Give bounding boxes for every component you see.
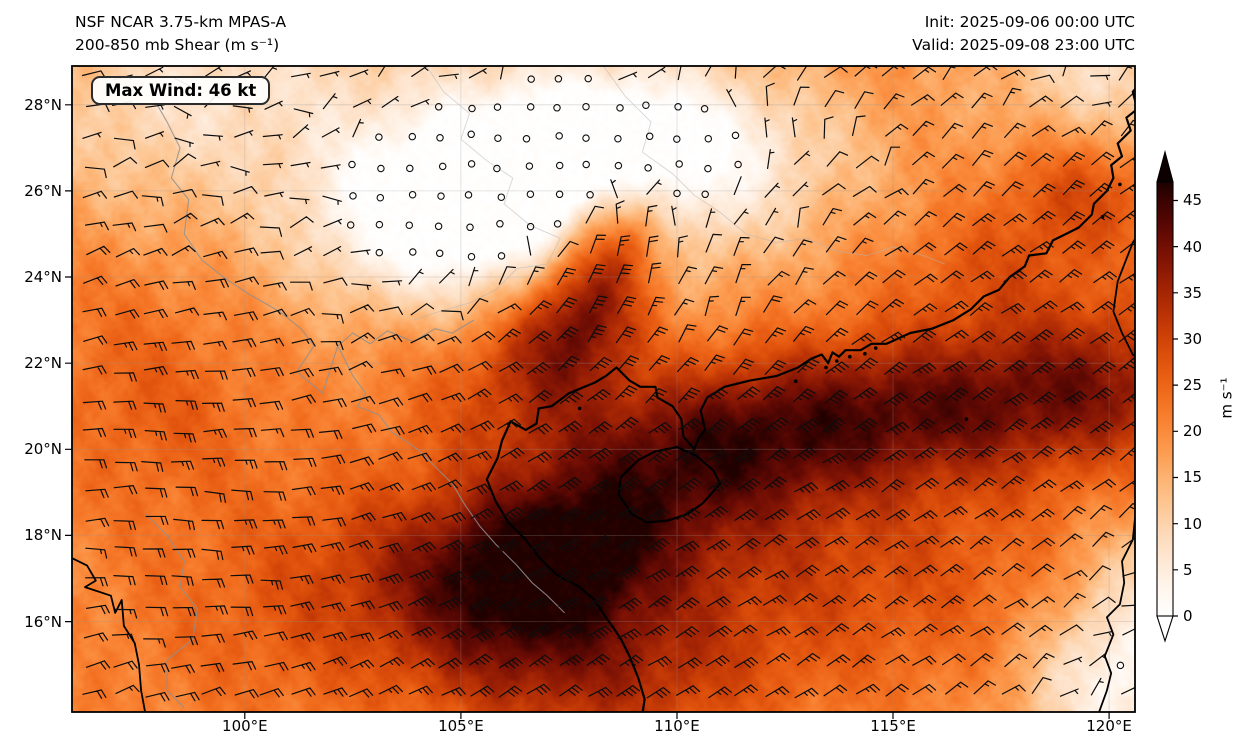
colorbar-tick-label: 20 xyxy=(1183,422,1203,441)
lat-tick-label: 18°N xyxy=(24,526,62,545)
colorbar-over-arrow xyxy=(1156,149,1174,183)
valid-time: Valid: 2025-09-08 23:00 UTC xyxy=(912,36,1135,54)
colorbar-tick-label: 25 xyxy=(1183,376,1203,395)
colorbar-tick-label: 5 xyxy=(1183,560,1193,579)
lat-tick-label: 16°N xyxy=(24,612,62,631)
colorbar-tick-label: 45 xyxy=(1183,191,1203,210)
colorbar-tick-label: 35 xyxy=(1183,283,1203,302)
colorbar-outline xyxy=(1156,181,1174,617)
init-time: Init: 2025-09-06 00:00 UTC xyxy=(924,13,1135,31)
colorbar-tick-label: 30 xyxy=(1183,329,1203,348)
lat-tick-label: 22°N xyxy=(24,354,62,373)
colorbar-under-arrow xyxy=(1156,615,1174,643)
plot-title-line2: 200-850 mb Shear (m s⁻¹) xyxy=(75,36,280,54)
colorbar-ticks xyxy=(1173,199,1178,617)
lon-tick-label: 120°E xyxy=(1086,717,1132,735)
colorbar-tick-label: 40 xyxy=(1183,237,1203,256)
lat-tick-label: 20°N xyxy=(24,440,62,459)
colorbar-tick-label: 10 xyxy=(1183,514,1203,533)
lat-tick-label: 26°N xyxy=(24,181,62,200)
plot-title-line1: NSF NCAR 3.75-km MPAS-A xyxy=(75,13,287,31)
colorbar-unit-label: m s⁻¹ xyxy=(1217,377,1236,419)
lon-tick-label: 115°E xyxy=(870,717,916,735)
shear-field-heatmap xyxy=(72,66,1135,712)
colorbar-gradient xyxy=(1157,182,1173,616)
lat-tick-label: 28°N xyxy=(24,95,62,114)
lon-tick-label: 105°E xyxy=(438,717,484,735)
max-wind-badge: Max Wind: 46 kt xyxy=(91,76,271,105)
colorbar-tick-label: 15 xyxy=(1183,468,1203,487)
lon-tick-label: 110°E xyxy=(654,717,700,735)
max-wind-badge-text: Max Wind: 46 kt xyxy=(105,81,257,100)
plot-title: NSF NCAR 3.75-km MPAS-A 200-850 mb Shear… xyxy=(75,11,286,57)
run-times: Init: 2025-09-06 00:00 UTC Valid: 2025-0… xyxy=(912,11,1135,57)
lon-tick-label: 100°E xyxy=(222,717,268,735)
lat-tick-label: 24°N xyxy=(24,268,62,287)
colorbar-tick-label: 0 xyxy=(1183,607,1193,625)
